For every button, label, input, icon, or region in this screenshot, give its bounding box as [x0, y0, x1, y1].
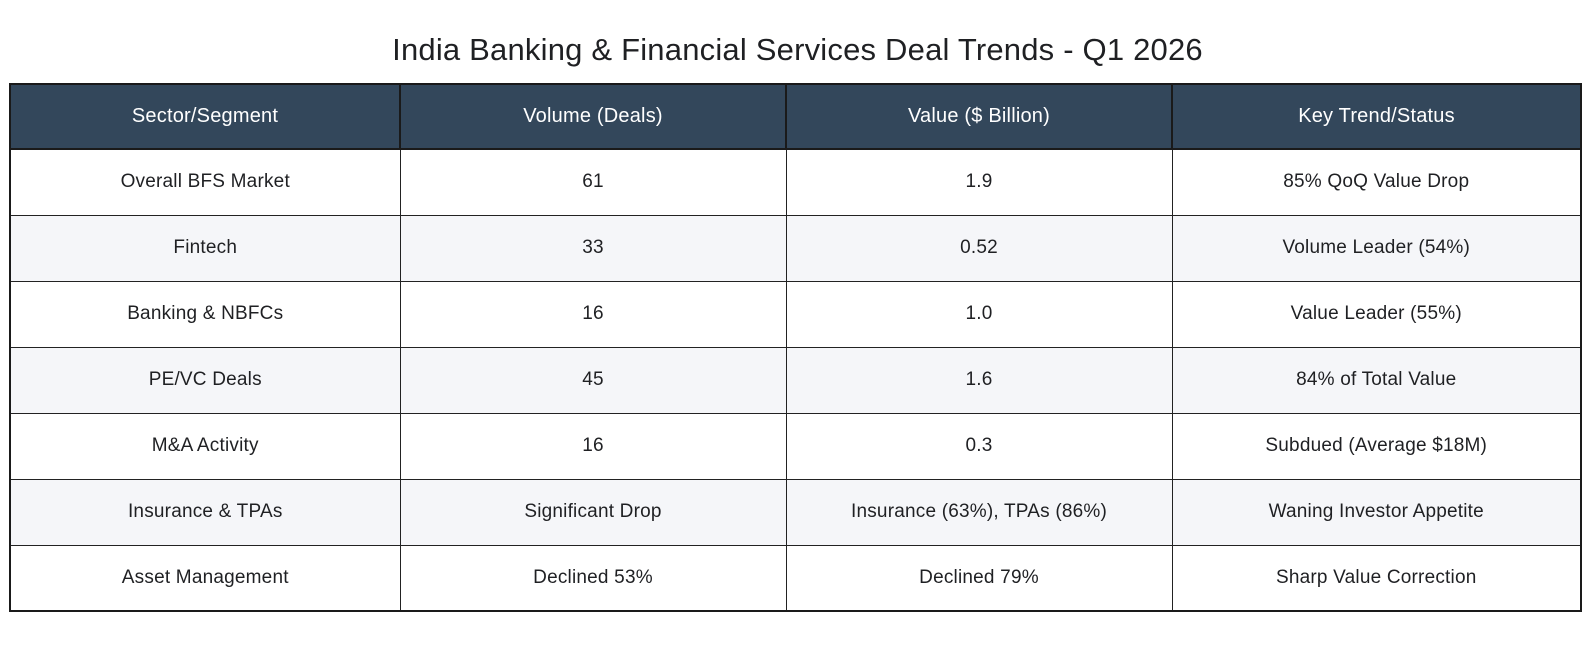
table-cell: Insurance & TPAs: [9, 478, 401, 546]
table-cell: Declined 53%: [399, 544, 787, 612]
table-cell: 85% QoQ Value Drop: [1171, 148, 1582, 216]
table-body: Overall BFS Market 61 1.9 85% QoQ Value Dro…: [9, 148, 1582, 612]
table-row: Overall BFS Market 61 1.9 85% QoQ Value Dro…: [9, 148, 1582, 216]
table-cell: Significant Drop: [399, 478, 787, 546]
table-row: Asset Management Declined 53% Declined 79%…: [9, 544, 1582, 612]
table-cell: 84% of Total Value: [1171, 346, 1582, 414]
table-cell: 61: [399, 148, 787, 216]
table-cell: Subdued (Average $18M): [1171, 412, 1582, 480]
table-cell: 1.6: [785, 346, 1173, 414]
table-cell: Insurance (63%), TPAs (86%): [785, 478, 1173, 546]
table-row: Fintech 33 0.52 Volume Leader (54%): [9, 214, 1582, 282]
table-header: Sector/Segment Volume (Deals) Value ($ B…: [9, 83, 1582, 150]
page-title: India Banking & Financial Services Deal …: [392, 31, 1203, 67]
table-cell: 0.3: [785, 412, 1173, 480]
table-cell: 1.9: [785, 148, 1173, 216]
table-cell: PE/VC Deals: [9, 346, 401, 414]
table-cell: Value Leader (55%): [1171, 280, 1582, 348]
table-cell: Volume Leader (54%): [1171, 214, 1582, 282]
table-cell: Waning Investor Appetite: [1171, 478, 1582, 546]
table-cell: Sharp Value Correction: [1171, 544, 1582, 612]
table-cell: Banking & NBFCs: [9, 280, 401, 348]
table-cell: Declined 79%: [785, 544, 1173, 612]
table-cell: 16: [399, 412, 787, 480]
table-cell: 1.0: [785, 280, 1173, 348]
column-header-volume: Volume (Deals): [399, 83, 787, 150]
column-header-value: Value ($ Billion): [785, 83, 1173, 150]
header-row: Sector/Segment Volume (Deals) Value ($ B…: [9, 83, 1582, 150]
table-row: M&A Activity 16 0.3 Subdued (Average $18M): [9, 412, 1582, 480]
table-cell: M&A Activity: [9, 412, 401, 480]
table-cell: Asset Management: [9, 544, 401, 612]
table-cell: 16: [399, 280, 787, 348]
column-header-trend: Key Trend/Status: [1171, 83, 1582, 150]
table-cell: Fintech: [9, 214, 401, 282]
table-row: Banking & NBFCs 16 1.0 Value Leader (55%): [9, 280, 1582, 348]
table-cell: Overall BFS Market: [9, 148, 401, 216]
deal-trends-table: Sector/Segment Volume (Deals) Value ($ B…: [9, 83, 1582, 612]
table-cell: 0.52: [785, 214, 1173, 282]
table-cell: 45: [399, 346, 787, 414]
table-row: PE/VC Deals 45 1.6 84% of Total Value: [9, 346, 1582, 414]
column-header-sector: Sector/Segment: [9, 83, 401, 150]
table-row: Insurance & TPAs Significant Drop Insuranc…: [9, 478, 1582, 546]
table-cell: 33: [399, 214, 787, 282]
